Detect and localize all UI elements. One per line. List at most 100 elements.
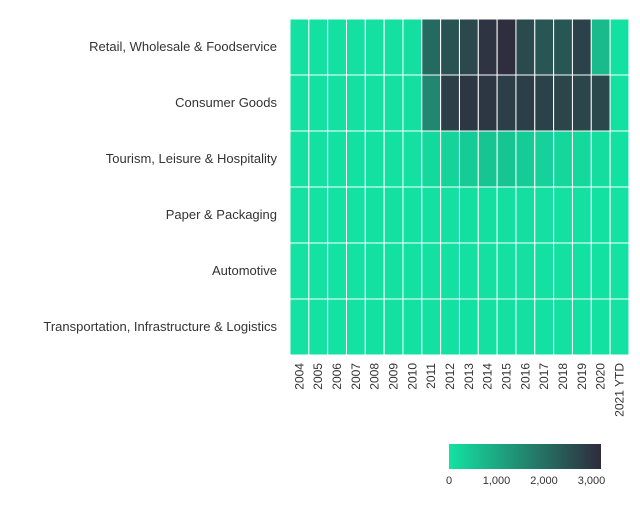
heatmap-cell [496,298,517,356]
heatmap-cell [440,186,460,244]
heatmap-cell [553,74,573,132]
heatmap-cell [609,130,630,188]
column-labels: 2004 2005 2006 2007 2008 2009 2010 2011 2012 2013… [292,363,626,417]
column-label: 2014 [481,363,495,390]
heatmap-cells [289,18,630,356]
heatmap-cell [496,186,517,244]
heatmap-cell [458,298,479,356]
heatmap-cell [364,298,385,356]
heatmap-cell [534,186,555,244]
heatmap-cell [534,74,555,132]
colorbar-tick-label: 0 [446,475,452,487]
heatmap-cell [364,74,385,132]
heatmap-cell [308,298,329,356]
heatmap-cell [402,186,423,244]
heatmap-cell [590,18,611,76]
heatmap-cell [496,242,517,300]
heatmap-cell [590,242,611,300]
heatmap-cell [534,18,555,76]
heatmap-cell [402,74,423,132]
column-label: 2012 [443,363,457,390]
heatmap-cell [327,186,347,244]
heatmap-cell [327,242,347,300]
heatmap-cell [364,186,385,244]
heatmap-cell [327,18,347,76]
heatmap-cell [383,186,404,244]
heatmap-cell [289,298,310,356]
heatmap-cell [515,18,536,76]
heatmap-cell [477,242,498,300]
row-label: Automotive [212,263,277,278]
heatmap-cell [308,130,329,188]
heatmap-cell [421,298,442,356]
heatmap-cell [364,130,385,188]
colorbar: 0 1,000 2,000 3,000 [446,444,605,487]
heatmap-cell [515,186,536,244]
heatmap-cell [458,130,479,188]
heatmap-cell [345,18,366,76]
column-label: 2016 [518,363,532,390]
heatmap-cell [345,74,366,132]
column-label: 2010 [405,363,419,390]
heatmap-cell [534,130,555,188]
heatmap-cell [421,74,442,132]
column-label: 2004 [292,363,306,390]
heatmap-cell [496,18,517,76]
row-label: Retail, Wholesale & Foodservice [89,39,277,54]
heatmap-cell [308,18,329,76]
heatmap-cell [590,298,611,356]
heatmap-cell [440,18,460,76]
heatmap-cell [327,130,347,188]
heatmap-cell [458,186,479,244]
heatmap-cell [383,242,404,300]
heatmap-cell [477,18,498,76]
heatmap-cell [345,298,366,356]
column-label: 2009 [387,363,401,390]
column-label: 2017 [537,363,551,390]
column-label: 2019 [575,363,589,390]
column-label: 2020 [594,363,608,390]
heatmap-cell [345,186,366,244]
heatmap-cell [308,186,329,244]
heatmap-cell [553,186,573,244]
heatmap-cell [571,186,592,244]
heatmap-cell [534,242,555,300]
heatmap-cell [571,130,592,188]
heatmap-cell [458,18,479,76]
colorbar-gradient [449,444,601,469]
column-label: 2021 YTD [613,363,627,417]
heatmap-cell [289,74,310,132]
column-label: 2015 [500,363,514,390]
heatmap-cell [609,18,630,76]
heatmap-cell [345,242,366,300]
heatmap-cell [609,74,630,132]
heatmap-cell [609,186,630,244]
heatmap-cell [477,130,498,188]
heatmap-cell [289,186,310,244]
heatmap-cell [515,298,536,356]
heatmap-cell [553,130,573,188]
heatmap-cell [440,298,460,356]
column-label: 2011 [424,363,438,389]
heatmap-cell [308,242,329,300]
colorbar-tick-label: 1,000 [483,475,511,487]
column-label: 2008 [368,363,382,390]
heatmap-cell [477,74,498,132]
heatmap-cell [515,130,536,188]
heatmap-cell [402,242,423,300]
heatmap-cell [515,74,536,132]
heatmap-cell [421,18,442,76]
heatmap-cell [571,298,592,356]
heatmap-cell [383,74,404,132]
colorbar-tick-label: 3,000 [578,475,606,487]
heatmap-cell [421,130,442,188]
heatmap-cell [364,242,385,300]
heatmap-cell [571,18,592,76]
heatmap-cell [553,242,573,300]
heatmap-cell [458,74,479,132]
heatmap-cell [421,186,442,244]
heatmap-cell [383,130,404,188]
heatmap-cell [364,18,385,76]
heatmap-cell [496,74,517,132]
